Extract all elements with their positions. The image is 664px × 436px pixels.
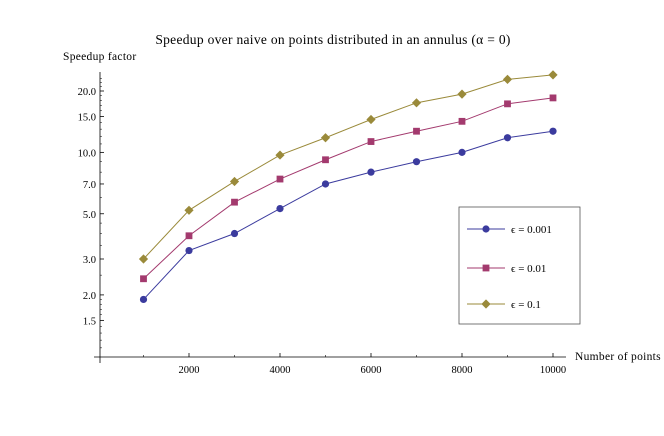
data-point (548, 70, 558, 80)
y-tick-label: 1.5 (83, 316, 96, 327)
y-tick-label: 7.0 (83, 180, 96, 191)
x-tick-label: 6000 (361, 365, 382, 376)
data-point (231, 198, 238, 206)
data-point (230, 229, 239, 238)
x-tick-label: 4000 (270, 365, 291, 376)
legend-label: ϵ = 0.01 (511, 263, 546, 275)
data-point (549, 127, 557, 135)
data-point (185, 232, 193, 240)
legend-entry: ϵ = 0.01 (467, 263, 546, 275)
legend: ϵ = 0.001 ϵ = 0.01 ϵ = 0.1 (458, 206, 581, 325)
data-point (411, 98, 422, 108)
legend-label: ϵ = 0.1 (511, 299, 541, 311)
data-point (185, 246, 193, 255)
data-point (322, 156, 329, 164)
y-tick-label: 5.0 (83, 210, 96, 221)
data-point (321, 180, 330, 188)
data-point (457, 89, 467, 99)
axes: 2000 4000 6000 8000 10000 1.5 2.0 3.0 5.0 7.0 10.0… (78, 72, 566, 376)
data-point (184, 205, 194, 215)
legend-label: ϵ = 0.001 (511, 224, 552, 236)
data-point (502, 74, 513, 84)
data-point (367, 138, 375, 145)
data-point (229, 176, 240, 187)
x-tick-label: 10000 (540, 365, 566, 376)
x-tick-label: 8000 (452, 365, 473, 376)
y-tick-label: 2.0 (83, 291, 96, 302)
y-tick-label: 20.0 (78, 87, 96, 98)
series-line (143, 97, 554, 280)
series-layer (138, 70, 558, 304)
data-point (458, 148, 466, 156)
chart-title: Speedup over naive on points distributed… (155, 32, 510, 47)
series-line (143, 74, 554, 260)
data-point (366, 114, 376, 125)
series-3 (138, 70, 558, 264)
y-tick-label: 3.0 (83, 255, 96, 266)
y-tick-label: 10.0 (78, 148, 96, 159)
x-axis-label: Number of points (575, 351, 661, 363)
data-point (275, 150, 285, 160)
legend-entry: ϵ = 0.1 (467, 299, 541, 311)
data-point (367, 168, 375, 176)
legend-entry: ϵ = 0.001 (467, 224, 552, 236)
legend-marker (482, 225, 490, 233)
y-axis-label: Speedup factor (63, 51, 137, 63)
legend-marker (482, 264, 490, 272)
series-2 (140, 94, 557, 283)
data-point (503, 134, 512, 142)
series-line (143, 130, 554, 300)
data-point (320, 133, 331, 143)
data-point (412, 158, 421, 166)
data-point (504, 100, 511, 108)
data-point (139, 295, 148, 304)
legend-marker (481, 299, 491, 309)
data-point (276, 205, 284, 213)
series-1 (139, 127, 557, 304)
data-point (458, 117, 466, 125)
data-point (413, 127, 420, 135)
data-point (276, 175, 284, 183)
data-point (140, 275, 147, 283)
y-tick-label: 15.0 (78, 112, 96, 123)
data-point (549, 94, 557, 102)
data-point (138, 254, 149, 264)
x-tick-label: 2000 (179, 365, 200, 376)
